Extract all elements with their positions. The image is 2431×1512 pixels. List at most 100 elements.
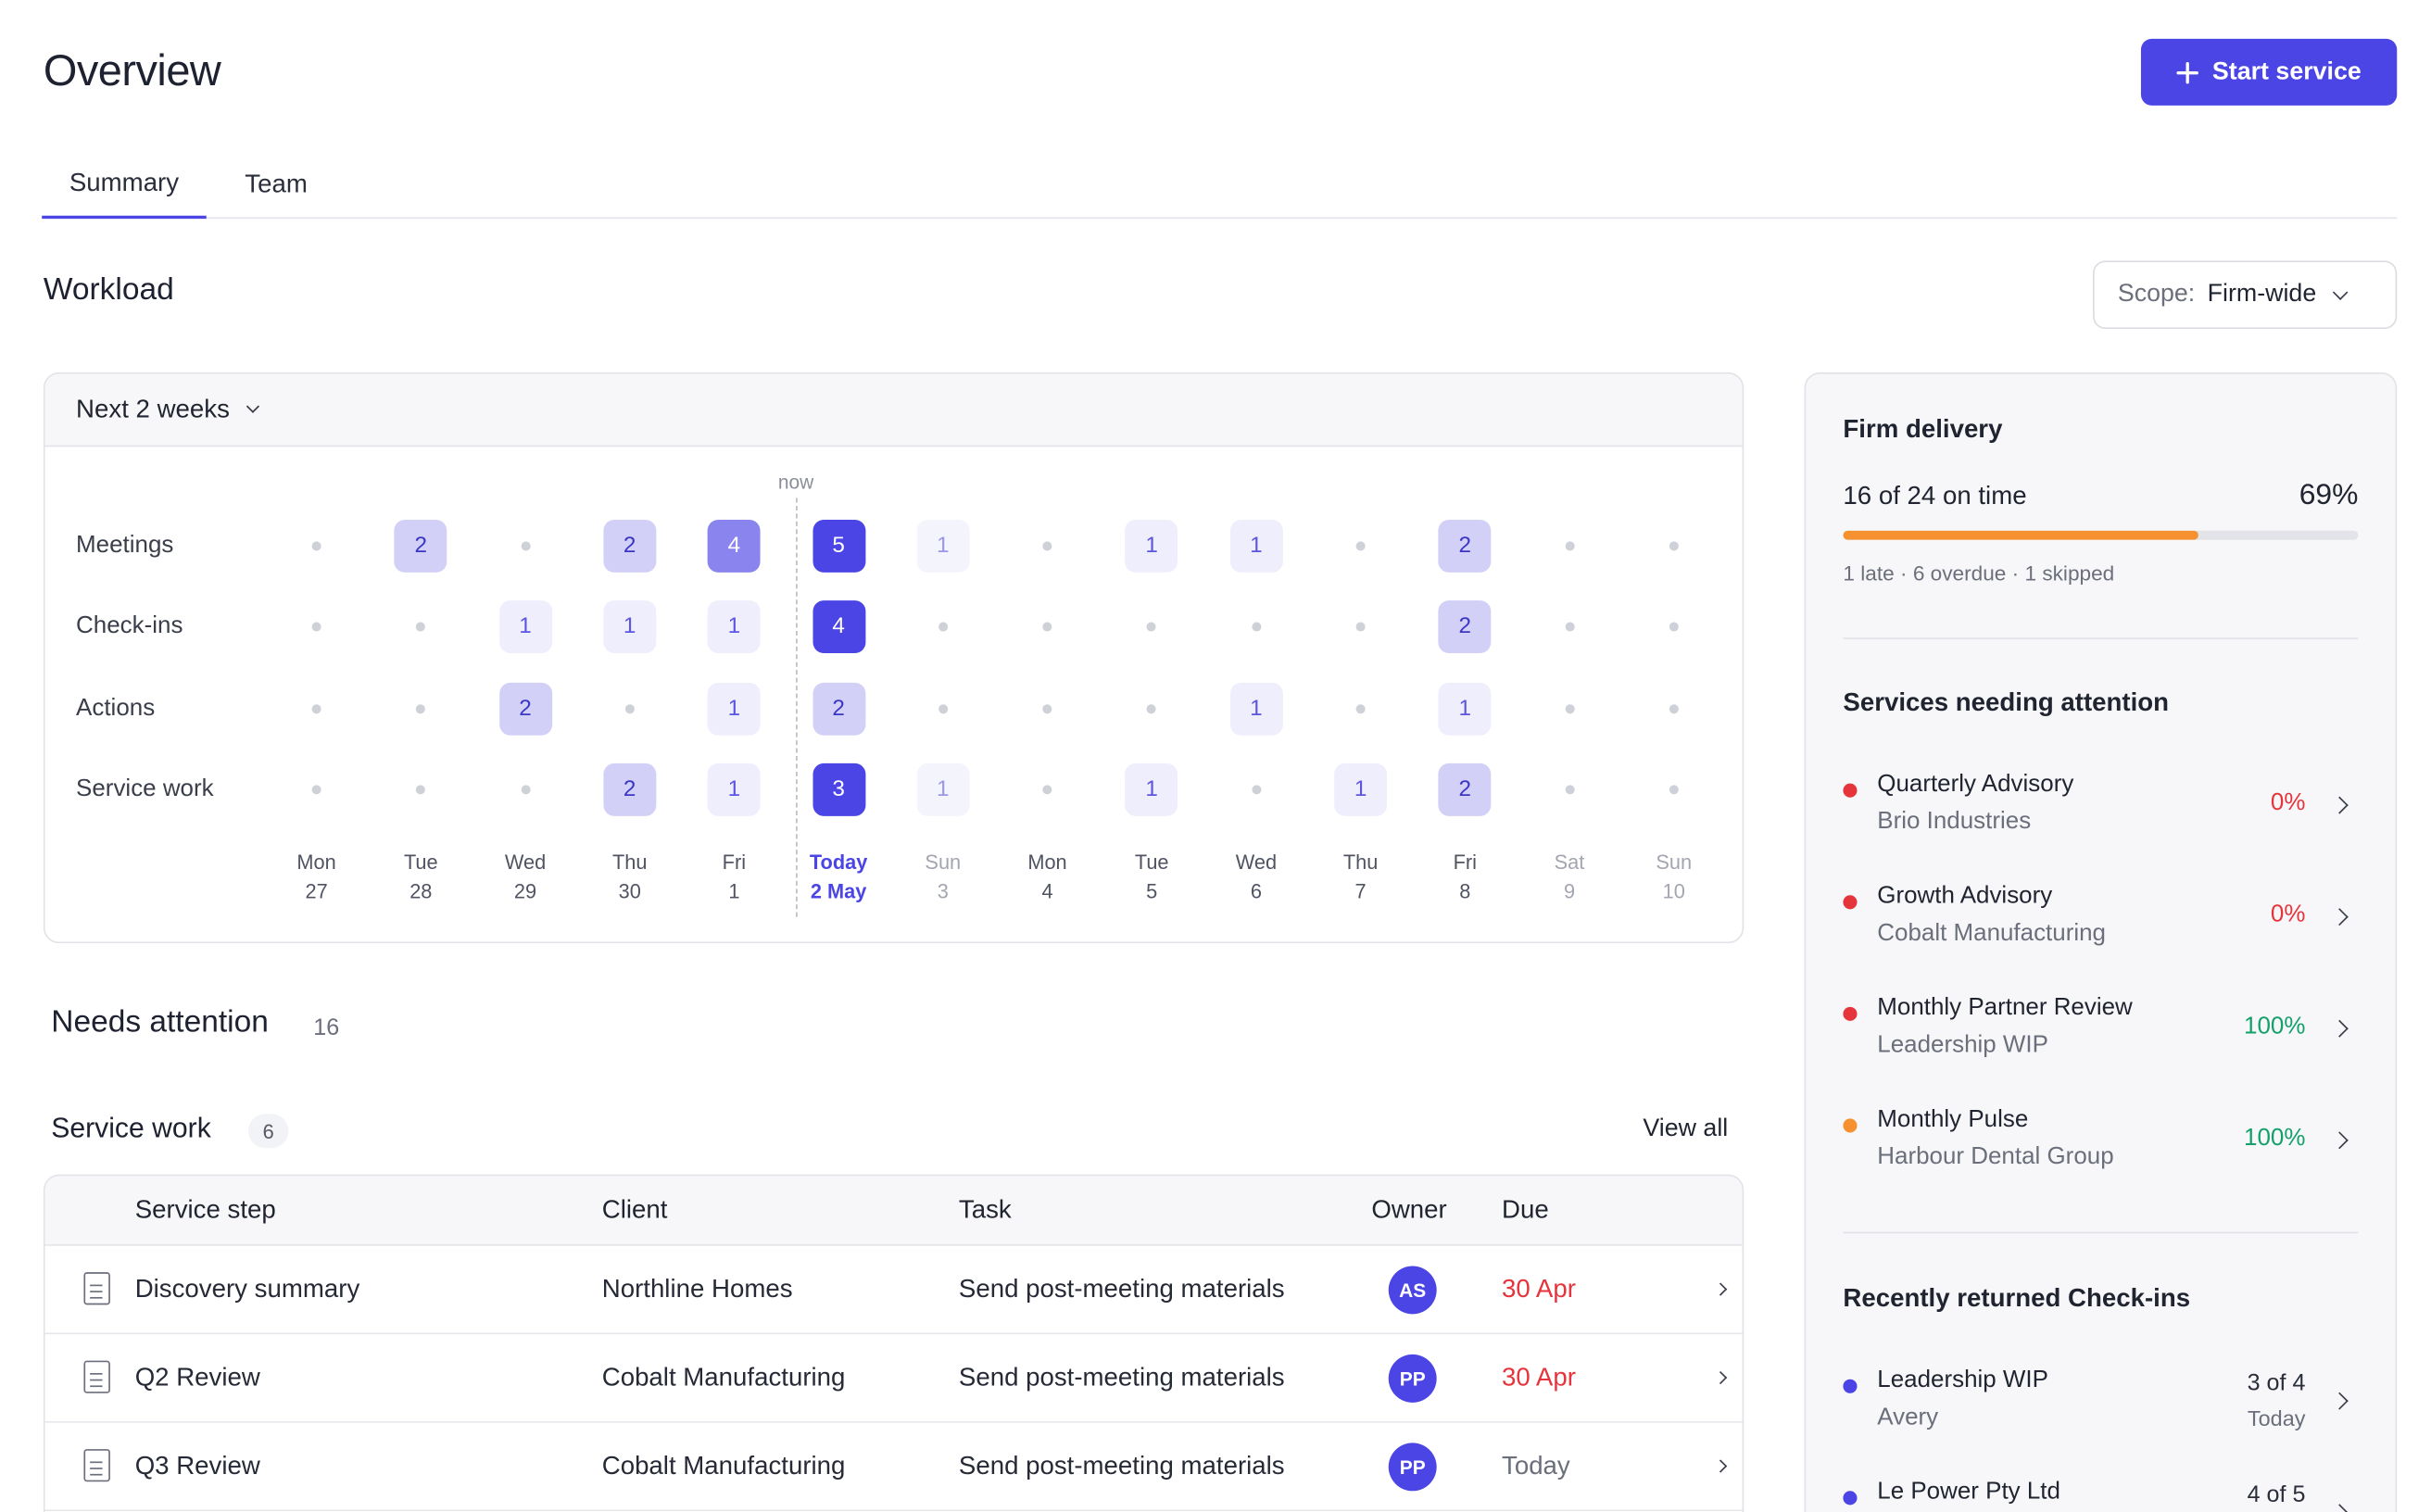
tab-team[interactable]: Team — [245, 170, 308, 198]
dot-icon — [311, 785, 321, 795]
count-pill: 1 — [916, 762, 970, 816]
table-row[interactable]: Q3 Review Cobalt Manufacturing Send post… — [44, 1423, 1743, 1512]
workload-count[interactable]: 1 — [707, 600, 761, 654]
service-percent: 100% — [2244, 1125, 2306, 1152]
view-all-link[interactable]: View all — [1643, 1115, 1729, 1142]
checkin-item[interactable]: Leadership WIP Avery 3 of 4 Today — [1843, 1367, 2358, 1444]
workload-count[interactable]: 3 — [812, 762, 865, 816]
table-row[interactable]: Q2 Review Cobalt Manufacturing Send post… — [44, 1334, 1743, 1423]
workload-count[interactable]: 1 — [1438, 682, 1492, 736]
day-name: Tue — [403, 850, 438, 874]
empty-dot — [311, 622, 321, 632]
dot-icon — [520, 785, 531, 795]
count-pill: 4 — [812, 600, 865, 654]
workload-count[interactable]: 5 — [812, 519, 865, 573]
chevron-down-icon — [2332, 284, 2349, 300]
workload-count[interactable]: 2 — [603, 519, 657, 573]
firm-delivery-summary: 16 of 24 on time — [1843, 482, 2027, 510]
document-icon — [83, 1360, 110, 1393]
workload-count[interactable]: 2 — [1438, 519, 1492, 573]
firm-delivery-percent: 69% — [2299, 479, 2359, 512]
dot-icon — [520, 541, 531, 551]
empty-dot — [1042, 541, 1052, 551]
chevron-down-icon — [246, 399, 260, 413]
day-label: Thu 7 — [1314, 847, 1406, 906]
workload-count[interactable]: 2 — [394, 519, 447, 573]
workload-count[interactable]: 1 — [916, 519, 970, 573]
workload-count[interactable]: 2 — [498, 682, 552, 736]
workload-count[interactable]: 1 — [1125, 762, 1178, 816]
empty-dot — [311, 704, 321, 714]
service-work-table: Service step Client Task Owner Due Disco… — [43, 1174, 1745, 1512]
empty-dot — [416, 704, 426, 714]
empty-dot — [1564, 704, 1575, 714]
range-dropdown[interactable]: Next 2 weeks — [44, 373, 1743, 447]
workload-count[interactable]: 2 — [812, 682, 865, 736]
dot-icon — [416, 622, 426, 632]
workload-count[interactable]: 1 — [707, 682, 761, 736]
firm-delivery-progress — [1843, 530, 2359, 540]
col-due[interactable]: Due — [1502, 1196, 1549, 1225]
attention-item[interactable]: Growth Advisory Cobalt Manufacturing 0% — [1843, 883, 2358, 961]
workload-count[interactable]: 1 — [707, 762, 761, 816]
count-pill: 2 — [1438, 762, 1492, 816]
checkin-count: 3 of 4 — [2247, 1369, 2306, 1397]
task-name: Send post-meeting materials — [958, 1274, 1285, 1303]
workload-count[interactable]: 1 — [916, 762, 970, 816]
table-row[interactable]: Discovery summary Northline Homes Send p… — [44, 1246, 1743, 1335]
dot-icon — [1564, 622, 1575, 632]
row-label: Check-ins — [76, 612, 183, 639]
dot-icon — [624, 704, 635, 714]
workload-count[interactable]: 1 — [1125, 519, 1178, 573]
workload-count[interactable]: 1 — [603, 600, 657, 654]
count-pill: 2 — [1438, 519, 1492, 573]
dot-icon — [1564, 785, 1575, 795]
empty-dot — [1564, 541, 1575, 551]
checkin-name: Le Power Pty Ltd — [1877, 1478, 2060, 1506]
tab-summary[interactable]: Summary — [42, 150, 207, 220]
empty-dot — [1147, 704, 1157, 714]
workload-count[interactable]: 1 — [1229, 682, 1283, 736]
empty-dot — [938, 622, 948, 632]
workload-count[interactable]: 1 — [1334, 762, 1388, 816]
service-step: Q2 Review — [134, 1363, 260, 1392]
dot-icon — [1251, 785, 1261, 795]
workload-count[interactable]: 2 — [603, 762, 657, 816]
workload-count[interactable]: 4 — [707, 519, 761, 573]
dot-icon — [311, 622, 321, 632]
owner-avatar: PP — [1388, 1443, 1437, 1492]
col-client[interactable]: Client — [601, 1196, 668, 1225]
attention-item[interactable]: Quarterly Advisory Brio Industries 0% — [1843, 771, 2358, 849]
dot-icon — [1042, 622, 1052, 632]
dot-icon — [1042, 541, 1052, 551]
workload-count[interactable]: 1 — [498, 600, 552, 654]
col-task[interactable]: Task — [958, 1196, 1012, 1225]
checkin-count: 4 of 5 — [2247, 1481, 2306, 1508]
dot-icon — [416, 785, 426, 795]
day-number: 27 — [305, 879, 328, 903]
attention-item[interactable]: Monthly Pulse Harbour Dental Group 100% — [1843, 1106, 2358, 1184]
row-label: Service work — [76, 775, 214, 802]
start-service-button[interactable]: Start service — [2140, 38, 2398, 106]
workload-count[interactable]: 1 — [1229, 519, 1283, 573]
count-pill: 1 — [707, 600, 761, 654]
day-name: Sat — [1554, 850, 1585, 874]
attention-item[interactable]: Monthly Partner Review Leadership WIP 10… — [1843, 994, 2358, 1072]
day-label: Mon 27 — [270, 847, 362, 906]
dot-icon — [311, 704, 321, 714]
day-label: Tue 28 — [374, 847, 467, 906]
count-pill: 1 — [1229, 519, 1283, 573]
workload-count[interactable]: 2 — [1438, 762, 1492, 816]
workload-count[interactable]: 2 — [1438, 600, 1492, 654]
col-service-step[interactable]: Service step — [134, 1196, 276, 1225]
row-label: Actions — [76, 695, 156, 722]
workload-count[interactable]: 4 — [812, 600, 865, 654]
dot-icon — [311, 541, 321, 551]
scope-dropdown[interactable]: Scope: Firm-wide — [2093, 260, 2398, 330]
empty-dot — [938, 704, 948, 714]
empty-dot — [1042, 785, 1052, 795]
col-owner[interactable]: Owner — [1371, 1196, 1447, 1225]
checkin-item[interactable]: Le Power Pty Ltd 4 of 5 — [1843, 1479, 2358, 1512]
day-number: 2 May — [810, 879, 867, 903]
